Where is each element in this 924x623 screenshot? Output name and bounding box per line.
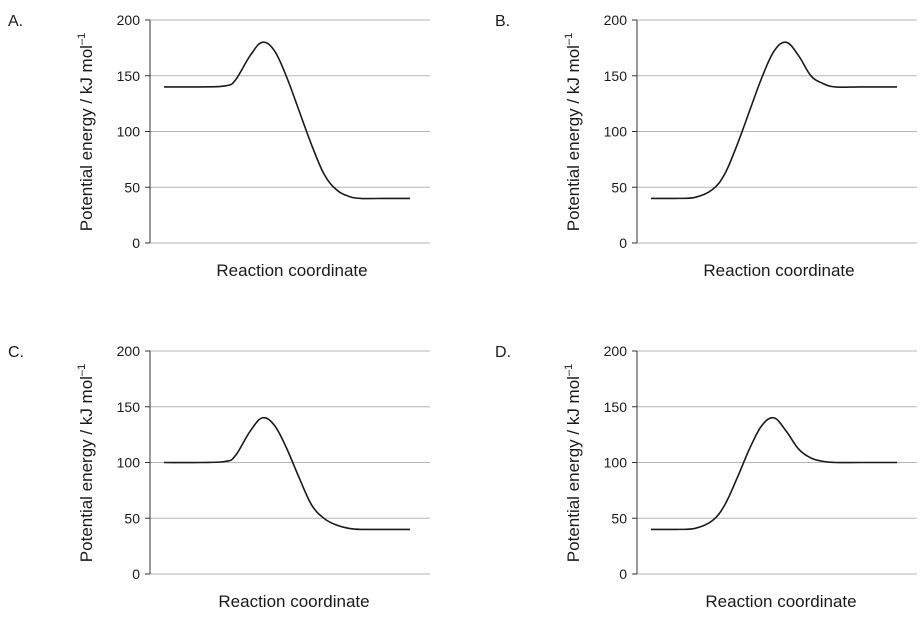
y-axis-label-superscript: –1 xyxy=(76,33,88,45)
y-tick-label: 200 xyxy=(604,12,628,28)
chart-panel-a: 0 50 100 150 200 A. Reaction coordinate Potenti… xyxy=(8,12,430,280)
panel-label: B. xyxy=(495,13,510,30)
x-axis-label: Reaction coordinate xyxy=(218,592,369,611)
y-tick-label: 200 xyxy=(604,343,628,359)
y-tick-label: 50 xyxy=(611,510,627,526)
x-axis-label: Reaction coordinate xyxy=(216,261,367,280)
y-axis-label-text: Potential energy / kJ mol xyxy=(564,45,583,231)
y-axis-label-text: Potential energy / kJ mol xyxy=(77,376,96,562)
y-tick-label: 150 xyxy=(117,68,141,84)
y-tick-label: 0 xyxy=(132,566,140,582)
y-tick-label: 100 xyxy=(604,455,628,471)
y-tick-label: 100 xyxy=(117,124,141,140)
y-tick-label: 100 xyxy=(604,124,628,140)
y-tick-label: 200 xyxy=(117,12,141,28)
y-axis-label: Potential energy / kJ mol–1 xyxy=(563,33,583,231)
panel-label: D. xyxy=(495,344,511,361)
y-tick-label: 150 xyxy=(604,399,628,415)
x-axis-label: Reaction coordinate xyxy=(705,592,856,611)
y-axis-label: Potential energy / kJ mol–1 xyxy=(76,364,96,562)
y-tick-label: 50 xyxy=(124,179,140,195)
panel-label: C. xyxy=(8,344,24,361)
energy-profile-line xyxy=(650,41,897,200)
chart-panel-d: 0 50 100 150 200 D. Reaction coordinate Potenti… xyxy=(495,343,917,611)
panel-label: A. xyxy=(8,13,23,30)
chart-panel-c: 0 50 100 150 200 C. Reaction coordinate Potenti… xyxy=(8,343,430,611)
y-tick-label: 50 xyxy=(611,179,627,195)
y-tick-label: 100 xyxy=(117,455,141,471)
y-axis-label: Potential energy / kJ mol–1 xyxy=(76,33,96,231)
y-tick-label: 50 xyxy=(124,510,140,526)
y-axis-label-text: Potential energy / kJ mol xyxy=(564,376,583,562)
y-tick-label: 200 xyxy=(117,343,141,359)
y-axis-label: Potential energy / kJ mol–1 xyxy=(563,364,583,562)
chart-panel-b: 0 50 100 150 200 B. Reaction coordinate Potenti… xyxy=(495,12,917,280)
y-axis-label-superscript: –1 xyxy=(563,33,575,45)
y-tick-label: 150 xyxy=(604,68,628,84)
y-axis-label-superscript: –1 xyxy=(563,364,575,376)
y-tick-label: 0 xyxy=(619,566,627,582)
y-tick-label: 150 xyxy=(117,399,141,415)
y-tick-label: 0 xyxy=(619,235,627,251)
y-axis-label-superscript: –1 xyxy=(76,364,88,376)
y-axis-label-text: Potential energy / kJ mol xyxy=(77,45,96,231)
energy-profile-line xyxy=(163,41,410,200)
y-tick-label: 0 xyxy=(132,235,140,251)
x-axis-label: Reaction coordinate xyxy=(703,261,854,280)
energy-profile-line xyxy=(650,416,897,531)
energy-profile-line xyxy=(163,416,410,531)
